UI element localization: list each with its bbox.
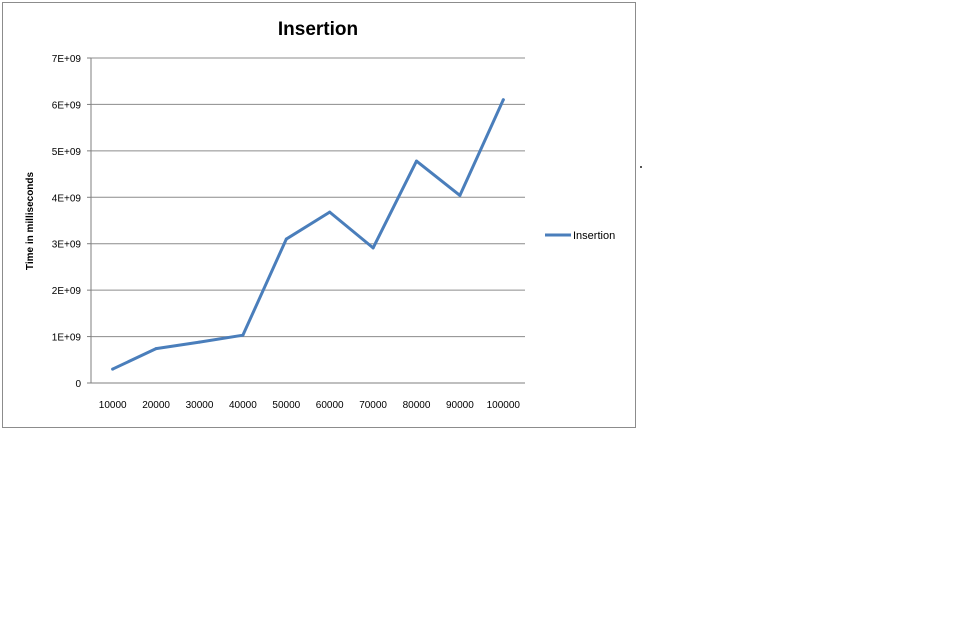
- x-tick-label: 30000: [186, 400, 214, 411]
- x-tick-label: 10000: [99, 400, 127, 411]
- chart-frame: Insertion 0 1E+09 2E+09 3E+09 4E+09 5E+09 6E+0…: [2, 2, 636, 428]
- y-tick-label: 0: [75, 379, 81, 390]
- line-chart: Insertion 0 1E+09 2E+09 3E+09 4E+09 5E+09 6E+0…: [25, 19, 615, 411]
- data-point: [111, 367, 115, 371]
- y-tick-label: 6E+09: [52, 100, 82, 111]
- data-point: [328, 210, 332, 214]
- x-tick-label: 100000: [487, 400, 521, 411]
- data-point: [501, 98, 505, 102]
- y-axis-ticks: 0 1E+09 2E+09 3E+09 4E+09 5E+09 6E+09 7E+09: [52, 54, 91, 390]
- x-tick-label: 40000: [229, 400, 257, 411]
- x-tick-label: 60000: [316, 400, 344, 411]
- y-tick-label: 3E+09: [52, 240, 82, 251]
- x-tick-label: 70000: [359, 400, 387, 411]
- chart-title: Insertion: [278, 19, 358, 40]
- data-point: [458, 193, 462, 197]
- x-tick-label: 20000: [142, 400, 170, 411]
- data-point: [371, 246, 375, 250]
- y-tick-label: 2E+09: [52, 286, 82, 297]
- y-axis-label: Time in milliseconds: [25, 171, 36, 270]
- series-group: [111, 98, 505, 371]
- x-axis-ticks: 10000 20000 30000 40000 50000 60000 70000 80000…: [99, 400, 521, 411]
- y-tick-label: 4E+09: [52, 193, 82, 204]
- data-point: [284, 237, 288, 241]
- data-point: [415, 159, 418, 163]
- grid-lines: [91, 57, 525, 338]
- data-point: [241, 333, 245, 337]
- x-tick-label: 50000: [272, 400, 300, 411]
- y-tick-label: 1E+09: [52, 333, 82, 344]
- stray-dot: [640, 166, 642, 168]
- legend-label-insertion: Insertion: [573, 230, 615, 242]
- x-tick-label: 80000: [403, 400, 431, 411]
- legend: Insertion: [545, 230, 615, 242]
- y-tick-label: 7E+09: [52, 54, 82, 65]
- data-point: [154, 347, 158, 351]
- x-tick-label: 90000: [446, 400, 474, 411]
- data-point: [198, 340, 201, 344]
- series-line-0: [111, 98, 505, 371]
- y-tick-label: 5E+09: [52, 147, 82, 158]
